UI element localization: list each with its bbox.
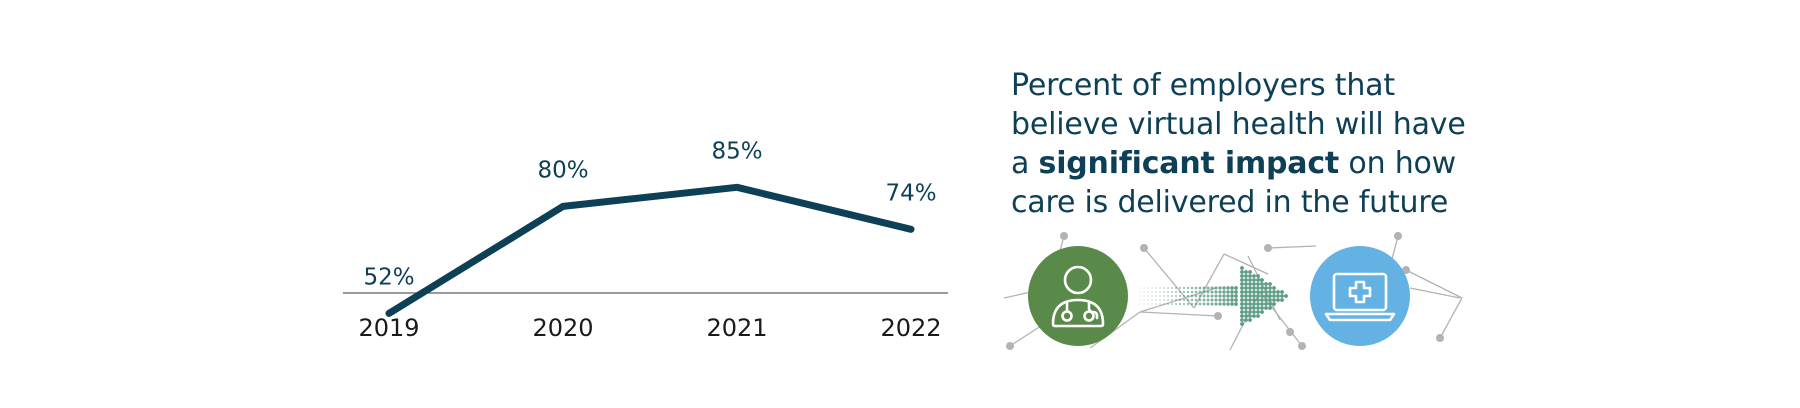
x-tick-label-2021: 2021	[706, 314, 767, 342]
doctor-icon	[1028, 246, 1128, 346]
line-chart: 52% 2019 80% 2020 85% 2021 74% 2022	[343, 138, 948, 342]
caption-text-1: Percent of employers that believe virtua…	[1011, 68, 1466, 181]
data-label-2019: 52%	[363, 264, 414, 290]
chart-caption: Percent of employers that believe virtua…	[1011, 66, 1481, 222]
data-label-2022: 74%	[885, 180, 936, 206]
series-line	[385, 183, 915, 317]
virtual-care-illustration	[1003, 232, 1463, 351]
caption-text-2: on how care is delivered in the future	[1011, 146, 1457, 220]
x-tick-label-2020: 2020	[532, 314, 593, 342]
data-label-2020: 80%	[537, 157, 588, 183]
network-nodes	[1006, 232, 1444, 350]
arrow-icon	[1139, 266, 1288, 326]
caption-emphasis: significant impact	[1038, 146, 1340, 181]
laptop-medical-icon	[1310, 246, 1410, 346]
data-label-2021: 85%	[711, 138, 762, 164]
x-tick-label-2022: 2022	[880, 314, 941, 342]
x-tick-label-2019: 2019	[358, 314, 419, 342]
